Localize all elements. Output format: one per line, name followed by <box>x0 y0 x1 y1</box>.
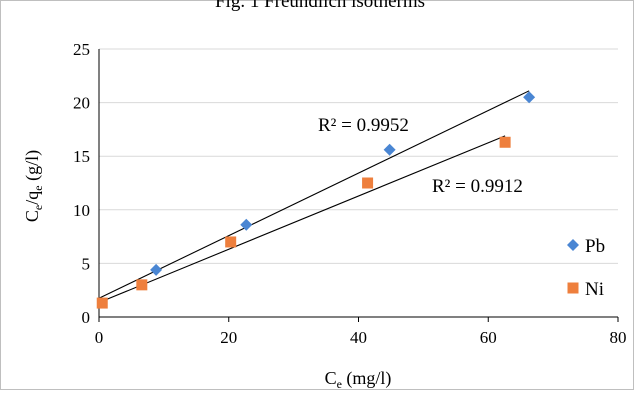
y-tick-label-3: 15 <box>73 147 90 166</box>
x-tick-label-4: 80 <box>610 328 627 347</box>
y-axis-title: Ce/qe (g/l) <box>22 150 45 222</box>
x-tick-label-0: 0 <box>95 328 104 347</box>
point-ni-1 <box>136 279 148 291</box>
x-tick-label-3: 60 <box>480 328 497 347</box>
legend-label-ni: Ni <box>585 279 604 300</box>
gridlines <box>99 48 618 264</box>
trendline-ni <box>98 135 506 304</box>
r2-label-ni: R² = 0.9912 <box>432 176 523 197</box>
y-tick-label-5: 25 <box>73 40 90 59</box>
point-ni-3 <box>362 177 374 189</box>
x-axis-title: Ce (mg/l) <box>325 368 392 390</box>
chart-title: Fig. 1 Freundlich isotherms <box>215 0 425 12</box>
trendlines <box>98 90 530 304</box>
y-tick-label-4: 20 <box>73 94 90 113</box>
axes <box>98 49 619 322</box>
point-ni-0 <box>96 297 108 309</box>
r2-label-pb: R² = 0.9952 <box>318 115 409 136</box>
legend: Pb Ni <box>567 236 605 300</box>
point-ni-2 <box>225 236 237 248</box>
data-points <box>96 91 536 309</box>
x-tick-label-2: 40 <box>350 328 367 347</box>
point-ni-4 <box>499 136 511 148</box>
point-pb-3 <box>523 91 536 104</box>
legend-marker-pb <box>567 239 579 251</box>
y-tick-label-2: 10 <box>73 201 90 220</box>
y-tick-label-0: 0 <box>82 308 91 327</box>
y-tick-label-1: 5 <box>82 254 91 273</box>
y-tick-labels: 0 5 10 15 20 25 <box>73 40 90 327</box>
legend-label-pb: Pb <box>585 236 605 257</box>
x-tick-labels: 0 20 40 60 80 <box>95 328 627 347</box>
point-pb-0 <box>150 263 163 276</box>
x-tick-label-1: 20 <box>220 328 237 347</box>
legend-marker-ni <box>567 282 579 294</box>
point-pb-2 <box>383 143 396 156</box>
point-pb-1 <box>240 218 253 231</box>
trendline-pb <box>98 90 530 299</box>
